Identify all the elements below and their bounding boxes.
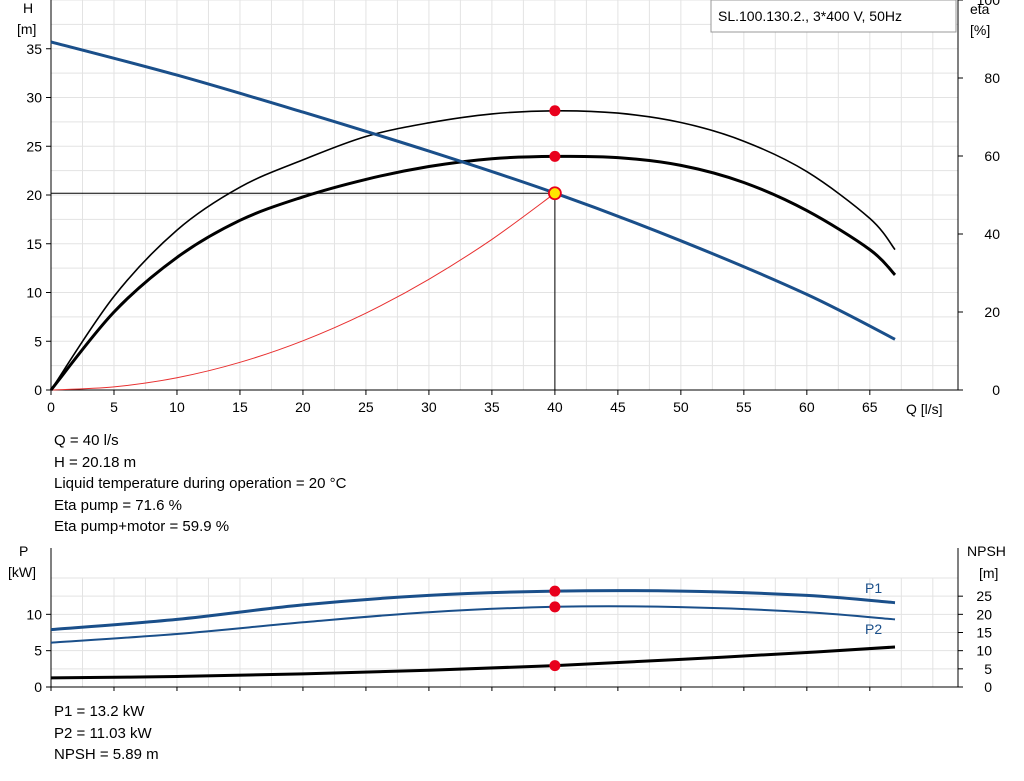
lower-y2-tick-label: 25 — [976, 588, 992, 604]
y2-tick-label: 20 — [984, 304, 1000, 320]
lower-y-tick-label: 0 — [34, 679, 42, 695]
info-p2: P2 = 11.03 kW — [54, 724, 152, 742]
operating-point-info: Q = 40 l/s H = 20.18 m Liquid temperatur… — [54, 430, 346, 538]
info-npsh: NPSH = 5.89 m — [54, 746, 159, 763]
y-axis-label: H — [23, 0, 33, 16]
x-axis-label: Q [l/s] — [906, 401, 943, 417]
npsh-marker — [549, 660, 561, 672]
p1-series-label: P1 — [865, 580, 882, 596]
y2-tick-label: 40 — [984, 226, 1000, 242]
lower-y2-tick-label: 20 — [976, 606, 992, 622]
y2-tick-label: 100 — [977, 0, 1001, 8]
p2-marker — [549, 601, 561, 613]
lower-y2-tick-label: 5 — [984, 661, 992, 677]
x-tick-label: 45 — [610, 399, 626, 415]
operating-point-marker — [547, 186, 562, 201]
power-info: P1 = 13.2 kW P2 = 11.03 kW NPSH = 5.89 m — [54, 701, 159, 766]
info-liquid-temperature: Liquid temperature during operation = 20… — [54, 475, 347, 492]
y-tick-label: 25 — [26, 138, 42, 154]
lower-y-tick-label: 10 — [26, 606, 42, 622]
x-tick-label: 40 — [547, 399, 563, 415]
eta-pump-marker — [549, 105, 561, 117]
lower-y-axis-unit: [kW] — [8, 564, 36, 580]
x-tick-label: 20 — [295, 399, 311, 415]
y-tick-label: 15 — [26, 236, 42, 252]
y2-axis-unit: [%] — [970, 22, 990, 38]
lower-y2-tick-label: 15 — [976, 625, 992, 641]
y2-tick-label: 60 — [984, 148, 1000, 164]
x-tick-label: 55 — [736, 399, 752, 415]
x-tick-label: 60 — [799, 399, 815, 415]
head-curve — [50, 40, 896, 341]
p2-series-label: P2 — [865, 621, 882, 637]
info-eta-pump-motor: Eta pump+motor = 59.9 % — [54, 518, 230, 535]
y-tick-label: 5 — [34, 333, 42, 349]
x-tick-label: 35 — [484, 399, 500, 415]
eta-pump-motor-marker — [549, 150, 561, 162]
y2-tick-label: 80 — [984, 70, 1000, 86]
x-tick-label: 25 — [358, 399, 374, 415]
x-tick-label: 5 — [110, 399, 118, 415]
info-p1: P1 = 13.2 kW — [54, 703, 145, 720]
eta-pump-curve — [50, 109, 896, 391]
x-tick-label: 65 — [862, 399, 878, 415]
y2-axis-label: eta — [970, 1, 990, 17]
info-head: H = 20.18 m — [54, 453, 137, 471]
y-axis-unit: [m] — [17, 21, 36, 37]
title-box — [710, 0, 957, 33]
x-tick-label: 50 — [673, 399, 689, 415]
p1-curve — [50, 589, 896, 632]
lower-y2-axis-label: NPSH — [967, 543, 1006, 559]
x-tick-label: 10 — [169, 399, 185, 415]
p2-curve — [50, 605, 896, 644]
x-tick-label: 30 — [421, 399, 437, 415]
x-tick-label: 15 — [232, 399, 248, 415]
info-eta-pump: Eta pump = 71.6 % — [54, 496, 182, 514]
lower-y2-tick-label: 0 — [984, 679, 992, 695]
lower-y2-tick-label: 10 — [976, 643, 992, 659]
info-flow: Q = 40 l/s — [54, 432, 119, 449]
npsh-curve — [50, 645, 896, 680]
chart-title: SL.100.130.2., 3*400 V, 50Hz — [718, 8, 902, 24]
lower-y-axis-label: P — [19, 543, 28, 559]
lower-y-tick-label: 5 — [34, 643, 42, 659]
y-tick-label: 10 — [26, 285, 42, 301]
y-tick-label: 0 — [34, 382, 42, 398]
y-tick-label: 20 — [26, 187, 42, 203]
y-tick-label: 35 — [26, 41, 42, 57]
x-tick-label: 0 — [47, 399, 55, 415]
p1-marker — [549, 585, 561, 597]
y2-tick-label: 0 — [992, 382, 1000, 398]
eta-pump-motor-curve — [49, 154, 897, 391]
system-curve — [50, 192, 556, 391]
lower-y2-axis-unit: [m] — [979, 565, 998, 581]
y-tick-label: 30 — [26, 90, 42, 106]
